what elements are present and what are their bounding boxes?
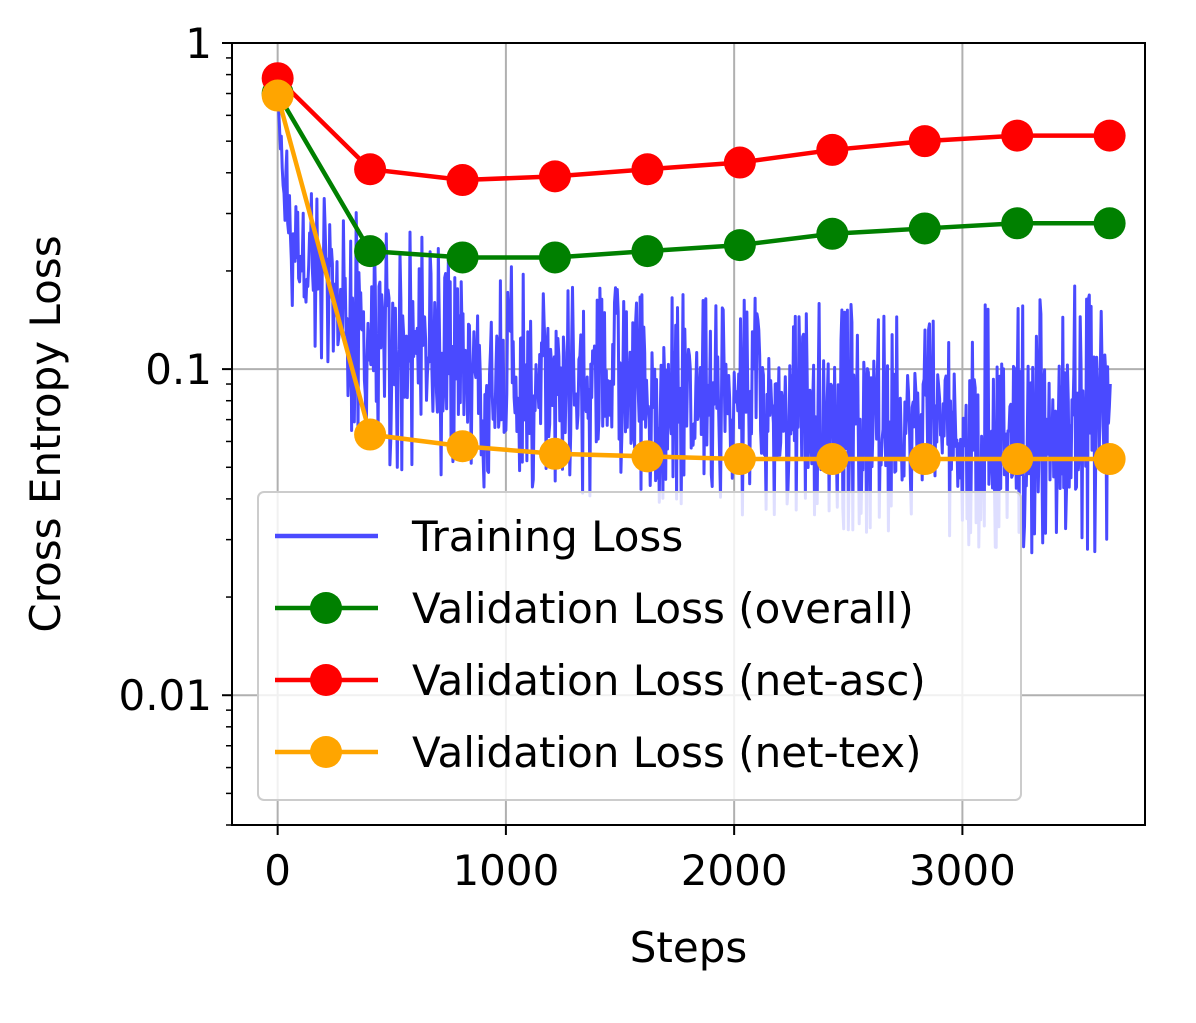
data-point	[908, 443, 941, 476]
data-point	[908, 212, 941, 245]
series-line	[276, 76, 1110, 183]
legend-label: Validation Loss (overall)	[412, 584, 914, 633]
legend-marker	[310, 592, 342, 624]
data-point	[631, 440, 664, 473]
legend-entry: Validation Loss (net-tex)	[275, 728, 922, 777]
data-point	[446, 164, 479, 197]
data-point	[1093, 443, 1126, 476]
data-point	[631, 235, 664, 268]
y-tick-label: 1	[185, 19, 212, 68]
legend-label: Training Loss	[411, 512, 683, 561]
y-axis-label: Cross Entropy Loss	[21, 235, 70, 632]
x-tick-label: 0	[264, 846, 291, 895]
plot-frame	[231, 42, 1146, 826]
legend: Training Loss Validation Loss (overall) Va…	[257, 491, 1022, 801]
x-axis-label: Steps	[630, 923, 748, 972]
series-line	[275, 92, 1110, 260]
y-tick-label: 0.1	[145, 345, 212, 394]
legend-entry: Training Loss	[275, 512, 683, 561]
data-point	[354, 418, 387, 451]
x-tick-label: 3000	[909, 846, 1016, 895]
data-point	[816, 217, 849, 250]
x-tick-label: 1000	[452, 846, 559, 895]
data-point	[631, 153, 664, 186]
data-point	[354, 235, 387, 268]
y-tick-label: 0.01	[118, 671, 212, 720]
axis-ticks: 0 1000 2000 3000 1 0.1 0.01	[118, 19, 1015, 895]
legend-entry: Validation Loss (net-asc)	[275, 656, 926, 705]
data-point	[816, 443, 849, 476]
data-point	[261, 79, 294, 112]
x-tick-label: 2000	[681, 846, 788, 895]
training-loss-series	[276, 89, 1112, 555]
data-point	[723, 146, 756, 179]
data-point	[538, 160, 571, 193]
legend-marker	[310, 736, 342, 768]
data-point	[816, 133, 849, 166]
validation-series	[261, 62, 1126, 476]
series-validation-loss-net-tex-	[261, 79, 1126, 476]
data-point	[908, 125, 941, 158]
data-point	[1001, 443, 1034, 476]
data-point	[446, 430, 479, 463]
series-line	[275, 94, 1110, 462]
series-validation-loss-net-asc-	[261, 62, 1126, 197]
data-point	[1093, 207, 1126, 240]
data-point	[354, 153, 387, 186]
data-point	[446, 241, 479, 274]
data-point	[1093, 119, 1126, 152]
data-point	[1001, 119, 1034, 152]
training-loss-line	[276, 89, 1112, 555]
legend-marker	[310, 664, 342, 696]
data-point	[723, 229, 756, 262]
data-point	[723, 443, 756, 476]
legend-entry: Validation Loss (overall)	[275, 584, 914, 633]
data-point	[538, 437, 571, 470]
data-point	[538, 241, 571, 274]
data-point	[1001, 207, 1034, 240]
legend-box	[257, 491, 1022, 801]
legend-label: Validation Loss (net-tex)	[412, 728, 922, 777]
legend-label: Validation Loss (net-asc)	[412, 656, 926, 705]
